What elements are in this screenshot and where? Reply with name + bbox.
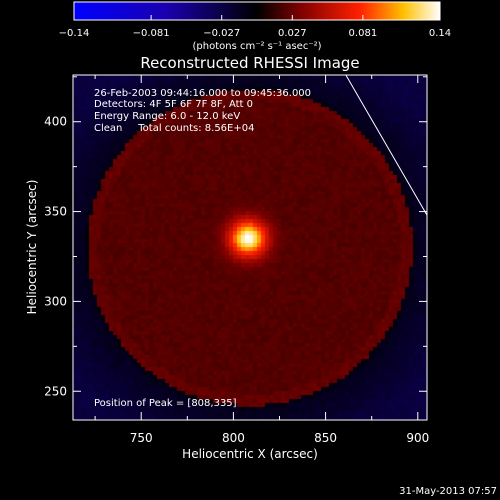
y-tick-label: 250 (44, 384, 67, 398)
colorbar-tick-label: 0.081 (349, 28, 378, 39)
axis-ticks: 750 800 850 900 250 300 350 400 (44, 75, 429, 445)
colorbar-tick-label: −0.027 (203, 28, 240, 39)
colorbar-tick-label: −0.14 (59, 28, 90, 39)
y-tick-label: 300 (44, 294, 67, 308)
solar-limb-line (345, 75, 427, 216)
x-tick-label: 750 (130, 431, 153, 445)
annotation-clean-counts: Clean Total counts: 8.56E+04 (94, 123, 254, 134)
chart-title: Reconstructed RHESSI Image (140, 54, 359, 72)
colorbar-unit-label: (photons cm⁻² s⁻¹ asec⁻²) (192, 41, 321, 52)
colorbar-ticks: −0.14 −0.081 −0.027 0.027 0.081 0.14 (59, 15, 451, 39)
colorbar-tick-label: 0.14 (429, 28, 451, 39)
y-axis-label: Heliocentric Y (arcsec) (25, 180, 39, 315)
colorbar-tick-label: 0.027 (278, 28, 307, 39)
annotation-energy-range: Energy Range: 6.0 - 12.0 keV (94, 111, 240, 122)
colorbar-tick-label: −0.081 (133, 28, 170, 39)
y-tick-label: 350 (44, 205, 67, 219)
x-tick-label: 900 (406, 431, 429, 445)
annotation-peak-position: Position of Peak = [808,335] (94, 398, 237, 409)
heatmap-image (73, 75, 427, 420)
colorbar-gradient (73, 1, 441, 21)
x-tick-label: 850 (314, 431, 337, 445)
y-tick-label: 400 (44, 115, 67, 129)
annotation-detectors: Detectors: 4F 5F 6F 7F 8F, Att 0 (94, 99, 253, 110)
x-tick-label: 800 (222, 431, 245, 445)
x-axis-label: Heliocentric X (arcsec) (182, 447, 318, 461)
annotation-time-range: 26-Feb-2003 09:44:16.000 to 09:45:36.000 (94, 88, 311, 99)
footer-timestamp: 31-May-2013 07:57 (399, 486, 497, 497)
plot-frame (72, 74, 428, 421)
